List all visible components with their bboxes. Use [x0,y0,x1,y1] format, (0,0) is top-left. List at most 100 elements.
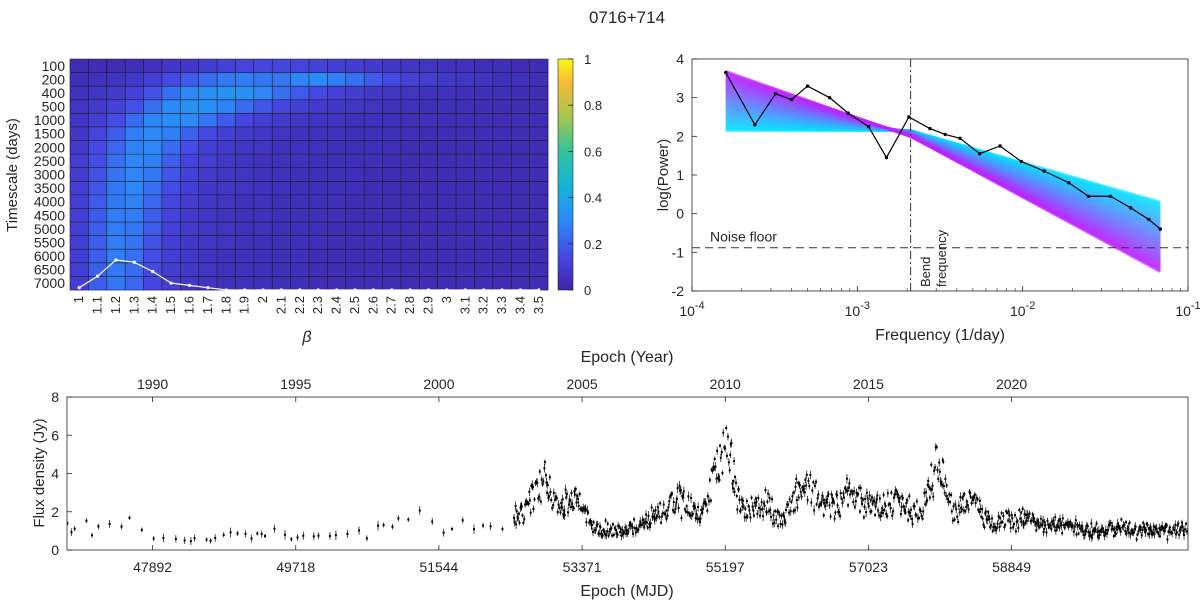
heatmap-cell [235,99,255,114]
heatmap-overlay-point [371,288,375,292]
lightcurve-point [520,505,523,508]
lightcurve-point [768,497,771,500]
lightcurve-point [551,507,554,510]
lightcurve-point [1026,513,1029,516]
heatmap-cell [345,154,365,169]
lightcurve-point [1058,526,1061,529]
lightcurve-point [1143,527,1146,530]
psd-y-tick-label: 1 [676,167,684,183]
lightcurve-point [580,507,583,510]
heatmap-cell [217,99,236,114]
heatmap-cell [180,59,199,73]
heatmap-cell [143,140,163,155]
lightcurve-point [554,495,557,498]
psd-simulated-curve [725,69,1162,273]
heatmap-cell [180,113,199,128]
heatmap-cell [217,208,236,223]
lightcurve-point [377,524,380,527]
heatmap-cell [327,249,347,264]
heatmap-overlay-point [114,258,118,262]
heatmap-overlay-point [334,288,339,292]
lightcurve-point [152,537,155,540]
lightcurve-point [984,510,987,513]
lightcurve-point [162,537,165,540]
lightcurve-point [952,505,955,508]
lightcurve-point [1006,511,1009,514]
heatmap-cell [198,140,218,155]
heatmap-cell [327,262,347,277]
lightcurve-point [949,501,952,504]
lightcurve-point [665,509,668,512]
psd-observed-point [1042,169,1046,173]
lightcurve-point [1181,525,1184,528]
lightcurve-point [1037,524,1040,527]
heatmap-cell [161,235,181,250]
lightcurve-point [822,514,825,517]
lightcurve-x-tick-label: 58849 [992,559,1031,575]
lightcurve-point [629,521,632,524]
psd-observed-point [998,144,1002,148]
lightcurve-point [900,505,903,508]
heatmap-cell [437,72,457,87]
lightcurve-point [1050,528,1053,531]
heatmap-cell [198,222,218,236]
lightcurve-point [1038,526,1041,529]
psd-x-tick-label: 10-2 [1010,300,1035,319]
psd-x-tick-label: 10-3 [845,300,870,319]
heatmap-cell [327,99,347,114]
heatmap-cell [345,86,365,101]
heatmap-cell [511,86,530,101]
lightcurve-point [1081,524,1084,527]
lightcurve-point [797,481,800,484]
psd-observed-point [789,97,794,102]
heatmap-cell [290,181,310,196]
lightcurve-point [965,505,968,508]
lightcurve-point [575,494,578,497]
lightcurve-point [514,505,517,508]
lightcurve-point [911,517,914,520]
lightcurve-point [719,456,722,459]
lightcurve-point [1115,526,1118,529]
lightcurve-point [831,497,834,500]
heatmap-cell [272,72,291,87]
lightcurve-x-tick-label: 47892 [133,559,172,575]
lightcurve-point [769,508,772,511]
lightcurve-point [963,493,966,496]
lightcurve-point [1142,521,1145,524]
heatmap-cell [345,235,365,250]
heatmap-cell [456,181,475,196]
heatmap-cell [161,167,181,182]
lightcurve-point [1062,524,1065,527]
lightcurve-point [941,483,944,486]
lightcurve-point [620,534,623,537]
lightcurve-point [264,535,267,538]
lightcurve-point [560,502,563,505]
lightcurve-point [418,509,421,512]
lightcurve-point [712,465,715,468]
heatmap-cell [437,276,457,291]
heatmap-cell [364,113,383,128]
lightcurve-point [1182,529,1185,532]
lightcurve-point [1098,534,1101,537]
lightcurve-point [930,463,933,466]
heatmap-cell [474,208,494,223]
lightcurve-point [638,524,641,527]
lightcurve-point [489,525,492,528]
lightcurve-point [730,441,733,444]
lightcurve-point [938,470,941,473]
lightcurve-point [1174,533,1177,536]
lightcurve-point [1039,524,1042,527]
psd-y-tick-label: 4 [676,51,684,67]
lightcurve-point [1090,522,1093,525]
lightcurve-point [585,521,588,524]
heatmap-x-tick-label: 3.5 [531,296,546,314]
lightcurve-point [876,494,879,497]
lightcurve-point [534,482,537,485]
lightcurve-point [1056,524,1059,527]
heatmap-cell [106,276,126,291]
lightcurve-point [526,501,529,504]
heatmap-x-tick-label: 2.7 [384,296,399,314]
lightcurve-point [678,484,681,487]
lightcurve-point [1073,525,1076,528]
lightcurve-point [779,523,782,526]
